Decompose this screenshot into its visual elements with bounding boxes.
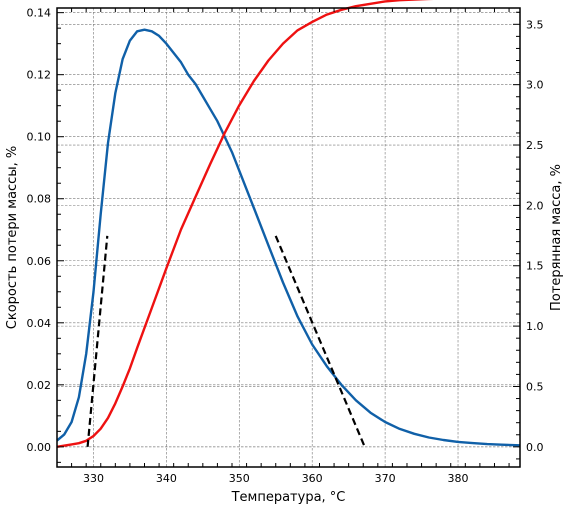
- y-left-tick-label: 0.08: [27, 193, 52, 206]
- y-left-axis-title: Скорость потери массы, %: [5, 146, 20, 329]
- tick-labels: 330 340 350 360 370 380 0.00 0.02 0.04 0.06 0.08 0.…: [27, 7, 544, 485]
- mass-loss-curve: [56, 0, 434, 448]
- x-tick-label: 350: [229, 472, 250, 485]
- tangent-line: [86, 235, 109, 447]
- y-right-tick-label: 2.5: [526, 139, 544, 152]
- ticks: [56, 8, 520, 467]
- x-tick-label: 340: [156, 472, 177, 485]
- series-layer: [56, 0, 521, 448]
- x-tick-label: 330: [83, 472, 104, 485]
- y-right-tick-label: 1.5: [526, 260, 544, 273]
- y-right-tick-label: 3.5: [526, 18, 544, 31]
- y-right-tick-label: 0.5: [526, 380, 544, 393]
- y-left-tick-label: 0.02: [27, 379, 52, 392]
- x-tick-label: 360: [302, 472, 323, 485]
- rate-curve: [56, 28, 521, 447]
- tangent-line: [274, 235, 366, 448]
- plot-frame: [56, 7, 521, 468]
- y-left-tick-label: 0.00: [27, 441, 52, 454]
- y-right-tick-label: 2.0: [526, 199, 544, 212]
- y-right-tick-label: 0.0: [526, 441, 544, 454]
- y-right-tick-label: 3.0: [526, 79, 544, 92]
- y-left-tick-label: 0.14: [27, 7, 52, 20]
- x-tick-label: 370: [375, 472, 396, 485]
- y-right-tick-label: 1.0: [526, 320, 544, 333]
- x-tick-label: 380: [448, 472, 469, 485]
- grid: [57, 8, 520, 467]
- y-right-axis-title: Потерянная масса, %: [549, 164, 564, 311]
- y-left-tick-label: 0.10: [27, 131, 52, 144]
- x-axis-title: Температура, °C: [231, 490, 346, 505]
- y-left-tick-label: 0.04: [27, 317, 52, 330]
- y-left-tick-label: 0.12: [27, 69, 52, 82]
- y-left-tick-label: 0.06: [27, 255, 52, 268]
